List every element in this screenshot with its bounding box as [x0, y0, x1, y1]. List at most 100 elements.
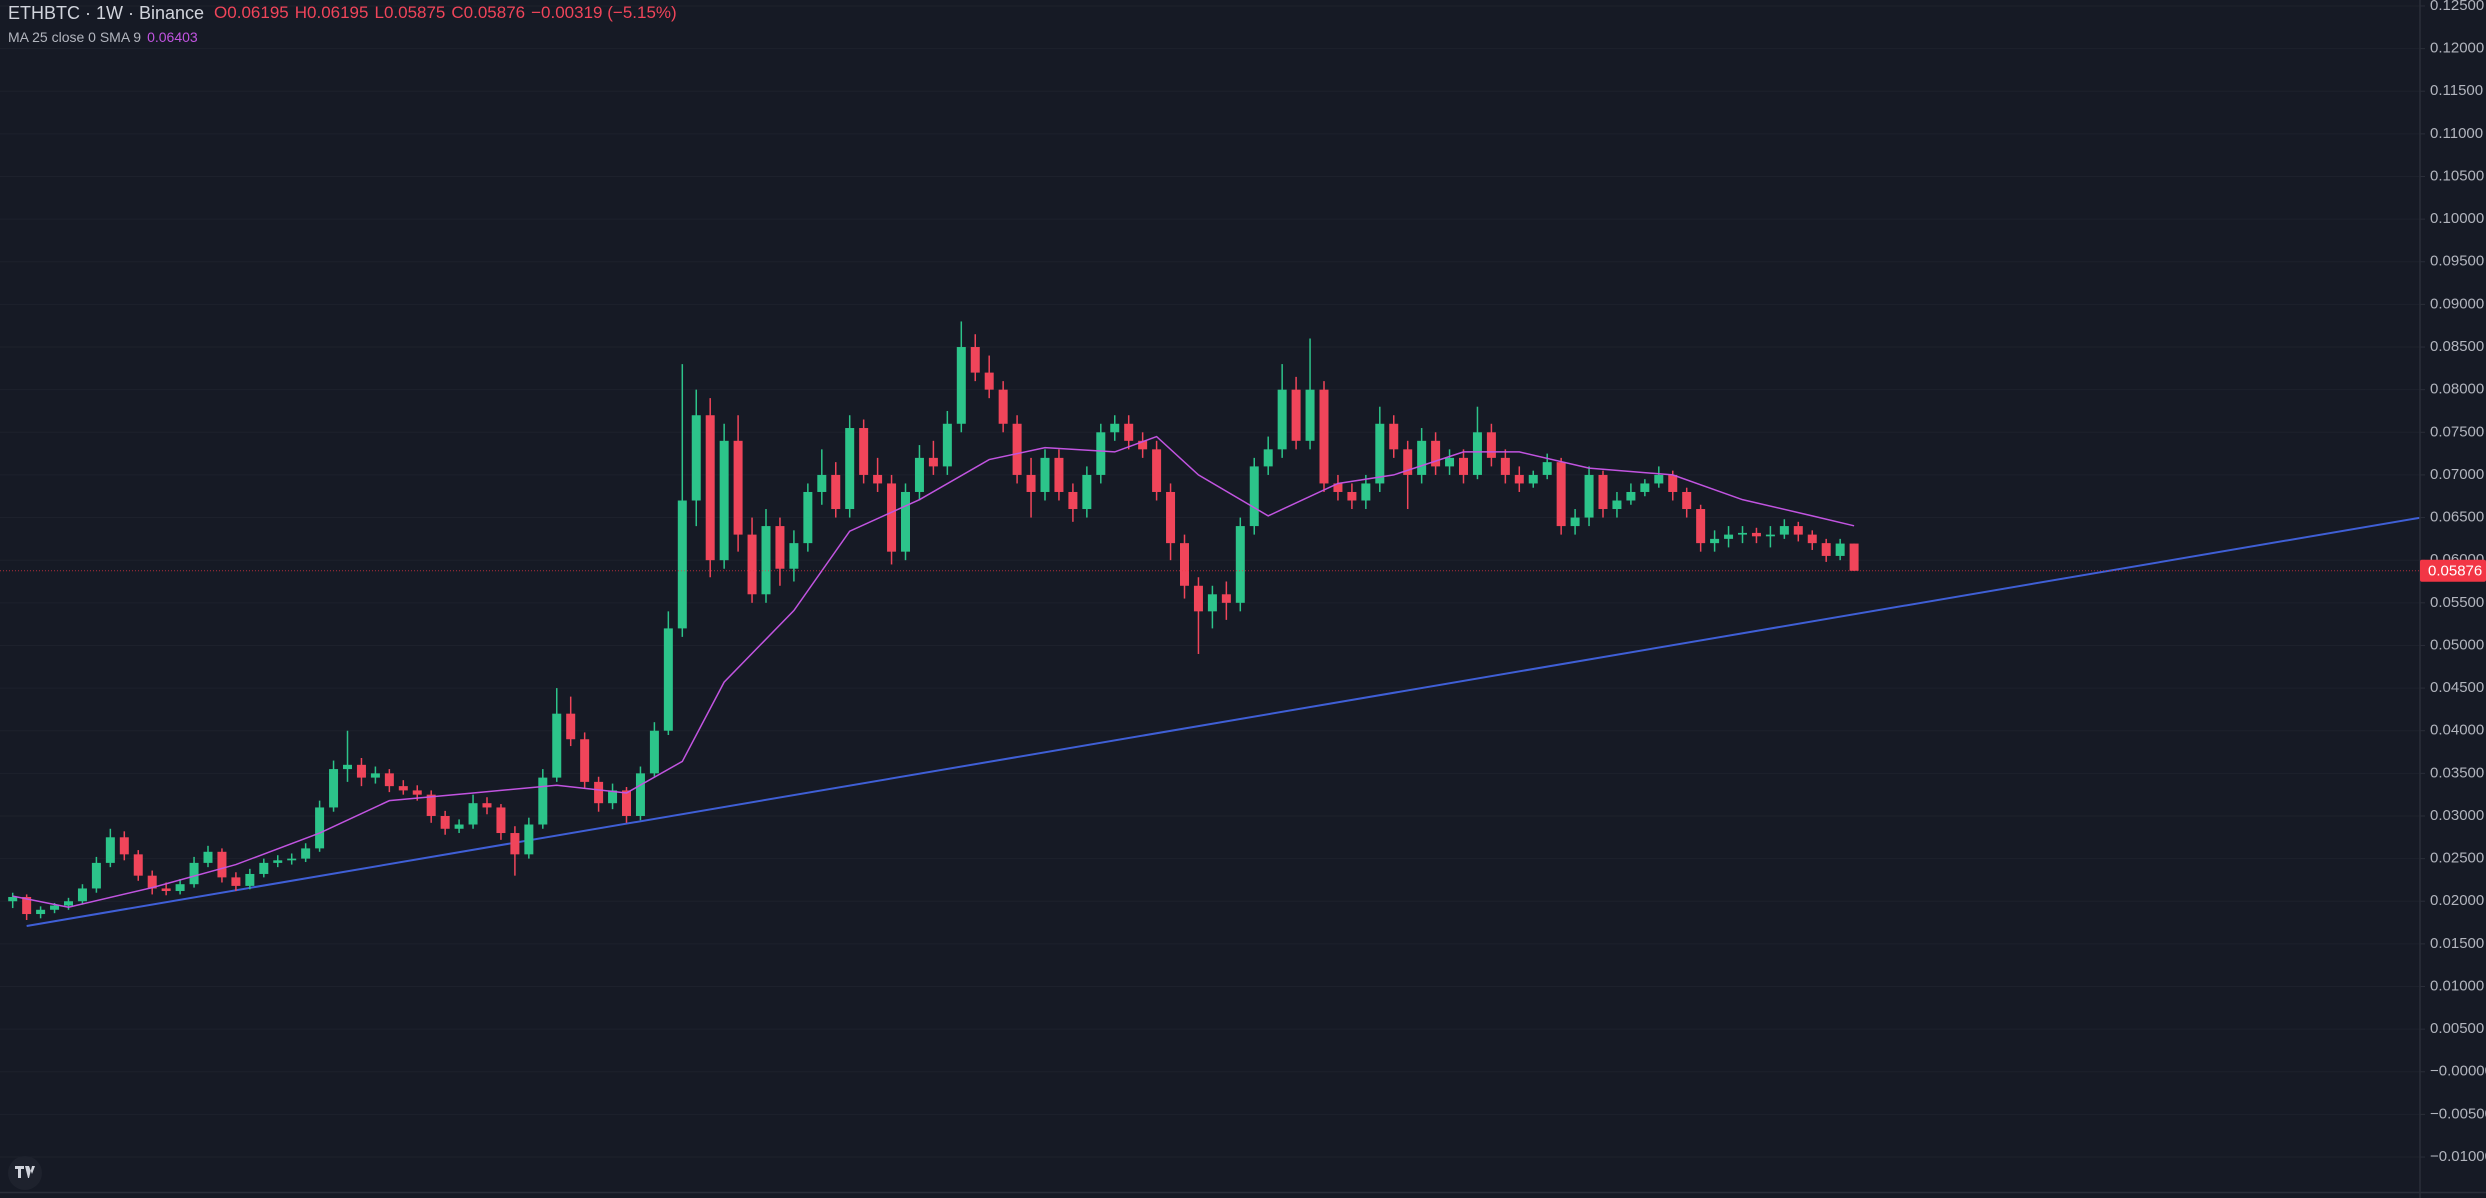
candle-body — [580, 739, 590, 782]
candle-body — [1180, 543, 1189, 586]
candle-body — [510, 833, 520, 855]
candle-body — [552, 713, 562, 778]
candle-body — [1738, 532, 1747, 535]
y-tick-label: 0.06500 — [2430, 509, 2484, 526]
candle-body — [1207, 594, 1217, 612]
candle-body — [50, 905, 60, 910]
candle-body — [398, 786, 408, 791]
candle-body — [984, 372, 994, 390]
candle-body — [859, 428, 869, 475]
candle-body — [1026, 474, 1036, 492]
label: L — [374, 3, 384, 22]
candle-body — [1459, 457, 1468, 475]
candle-body — [1514, 474, 1524, 484]
candle-body — [677, 500, 687, 629]
label: O — [214, 3, 228, 22]
value: 0.06195 — [307, 3, 369, 22]
y-tick-label: 0.01500 — [2430, 935, 2484, 952]
candle-body — [608, 790, 618, 804]
y-tick-label: 0.09000 — [2430, 295, 2484, 312]
y-tick-label: −0.00500 — [2430, 1105, 2486, 1122]
candle-body — [105, 837, 115, 863]
y-tick-label: 0.01000 — [2430, 977, 2484, 994]
y-tick-label: 0.07000 — [2430, 466, 2484, 483]
candle-body — [147, 875, 157, 889]
candle-body — [775, 526, 785, 569]
candle-body — [914, 457, 924, 492]
candle-body — [1263, 449, 1273, 467]
candle-body — [217, 851, 227, 878]
candle-body — [1096, 432, 1106, 475]
candle-body — [329, 769, 339, 808]
y-tick-label: −0.01000 — [2430, 1148, 2486, 1165]
candle-body — [1668, 474, 1678, 492]
indicator-value: 0.06403 — [147, 29, 198, 45]
candle-body — [175, 884, 185, 892]
candle-body — [901, 491, 910, 552]
candle-body — [1556, 462, 1566, 527]
legend-row: ETHBTC · 1W · Binance O 0.06195 H 0.06195 … — [8, 3, 677, 24]
candle-body — [719, 440, 729, 561]
y-tick-label: 0.04500 — [2430, 679, 2484, 696]
candle-body — [1166, 491, 1176, 544]
candle-body — [566, 713, 576, 740]
candle-body — [496, 807, 506, 834]
candle-body — [1152, 449, 1162, 492]
logo-badge — [8, 1156, 42, 1190]
candle-body — [1319, 389, 1329, 484]
last-price-label: 0.05876 — [2428, 563, 2482, 580]
candle-body — [287, 858, 297, 861]
candle-body — [1138, 440, 1148, 450]
candle-body — [119, 837, 129, 855]
y-tick-label: 0.11500 — [2430, 82, 2483, 99]
candle-body — [1347, 491, 1357, 501]
candle-body — [231, 877, 241, 886]
candle-body — [343, 764, 352, 770]
candle-body — [161, 888, 171, 892]
candle-body — [1500, 457, 1510, 475]
candle-body — [845, 428, 855, 510]
candle-body — [803, 491, 813, 544]
candle-body — [36, 909, 46, 915]
candle-body — [1682, 491, 1692, 510]
candle-body — [524, 824, 534, 855]
indicator-legend: MA 25 close 0 SMA 9 0.06403 — [8, 29, 198, 45]
candle-body — [370, 773, 380, 778]
candle-body — [1710, 538, 1720, 544]
candle-body — [733, 440, 743, 535]
candle-body — [705, 415, 715, 561]
candle-body — [356, 764, 366, 778]
candle-body — [468, 803, 478, 825]
candle-body — [301, 848, 311, 859]
candle-body — [1193, 585, 1203, 612]
last-price-box — [2420, 559, 2486, 582]
tradingview-logo — [8, 1156, 42, 1190]
y-tick-label: 0.04000 — [2430, 722, 2484, 739]
candle-body — [622, 790, 631, 816]
candle-body — [691, 415, 701, 501]
candle-body — [1375, 423, 1385, 484]
candle-body — [761, 526, 771, 595]
value: 0.05876 — [463, 3, 526, 22]
y-tick-label: 0.09500 — [2430, 253, 2484, 270]
candle-body — [817, 474, 827, 492]
candle-body — [1472, 432, 1482, 475]
candle-body — [663, 628, 673, 731]
candle-body — [1417, 440, 1427, 475]
candle-body — [1068, 491, 1078, 510]
y-tick-label: 0.02500 — [2430, 850, 2484, 867]
value: 0.05875 — [383, 3, 446, 22]
candle-body — [1110, 423, 1120, 433]
candle-body — [64, 901, 73, 906]
plot-area — [0, 321, 2420, 927]
y-tick-label: 0.07500 — [2430, 423, 2484, 440]
symbol-title: ETHBTC · 1W · Binance — [8, 3, 205, 23]
logo-mark — [15, 1166, 35, 1178]
candle-body — [1277, 389, 1287, 450]
candle-body — [1305, 389, 1315, 441]
y-tick-label: 0.05000 — [2430, 636, 2484, 653]
y-tick-label: 0.11000 — [2430, 125, 2483, 142]
y-tick-label: 0.05500 — [2430, 594, 2484, 611]
candle-body — [594, 781, 604, 804]
